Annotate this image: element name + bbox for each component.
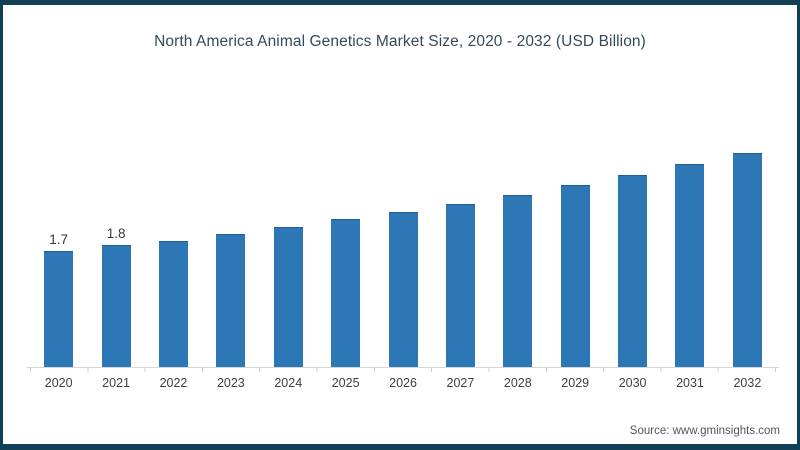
bar-value-label: 1.8 bbox=[106, 225, 126, 241]
bar-column bbox=[202, 95, 259, 367]
x-tick-label: 2023 bbox=[216, 376, 245, 390]
bar-2025 bbox=[331, 219, 361, 367]
bar-2028 bbox=[503, 194, 533, 367]
bar-column bbox=[489, 95, 546, 367]
x-tick-label: 2027 bbox=[446, 376, 475, 390]
source-credit: Source: www.gminsights.com bbox=[629, 425, 780, 437]
x-tick-label: 2031 bbox=[676, 376, 704, 390]
chart-title: North America Animal Genetics Market Siz… bbox=[154, 33, 646, 50]
x-tick-label: 2024 bbox=[274, 376, 303, 390]
x-tick-label: 2032 bbox=[733, 376, 762, 390]
x-axis-labels: 2020 2021 2022 2023 2024 2025 2026 2027 2028 2029… bbox=[30, 376, 776, 390]
x-axis-line bbox=[27, 367, 779, 368]
x-tick-label: 2025 bbox=[331, 376, 360, 390]
bar-2029 bbox=[560, 185, 590, 367]
x-tick-label: 2026 bbox=[389, 376, 417, 390]
bar-2020 bbox=[44, 251, 74, 367]
plot-area: 1.7 1.8 bbox=[30, 95, 776, 367]
bar-column bbox=[432, 95, 489, 367]
x-tick-label: 2028 bbox=[503, 376, 532, 390]
bar-2031 bbox=[675, 164, 705, 367]
x-tick-label: 2022 bbox=[159, 376, 188, 390]
bar-column bbox=[317, 95, 374, 367]
bar-2021 bbox=[101, 244, 131, 367]
bar-2027 bbox=[445, 203, 475, 367]
bar-column bbox=[547, 95, 604, 367]
bar-2023 bbox=[216, 233, 246, 367]
x-tick-label: 2029 bbox=[561, 376, 590, 390]
bar-column bbox=[374, 95, 431, 367]
bar-2026 bbox=[388, 211, 418, 367]
bar-column bbox=[260, 95, 317, 367]
bar-2024 bbox=[273, 226, 303, 367]
bar-column: 1.7 bbox=[30, 95, 87, 367]
x-tick-label: 2030 bbox=[618, 376, 647, 390]
bar-value-label: 1.7 bbox=[49, 232, 69, 248]
bar-2032 bbox=[732, 152, 762, 367]
x-tick-label: 2020 bbox=[44, 376, 73, 390]
bar-column bbox=[661, 95, 718, 367]
bar-column: 1.8 bbox=[87, 95, 144, 367]
x-tick-label: 2021 bbox=[102, 376, 130, 390]
bar-column bbox=[145, 95, 202, 367]
bar-column bbox=[719, 95, 776, 367]
bar-column bbox=[604, 95, 661, 367]
bar-2022 bbox=[158, 240, 188, 367]
bar-2030 bbox=[618, 175, 648, 367]
x-axis-ticks bbox=[30, 368, 776, 372]
